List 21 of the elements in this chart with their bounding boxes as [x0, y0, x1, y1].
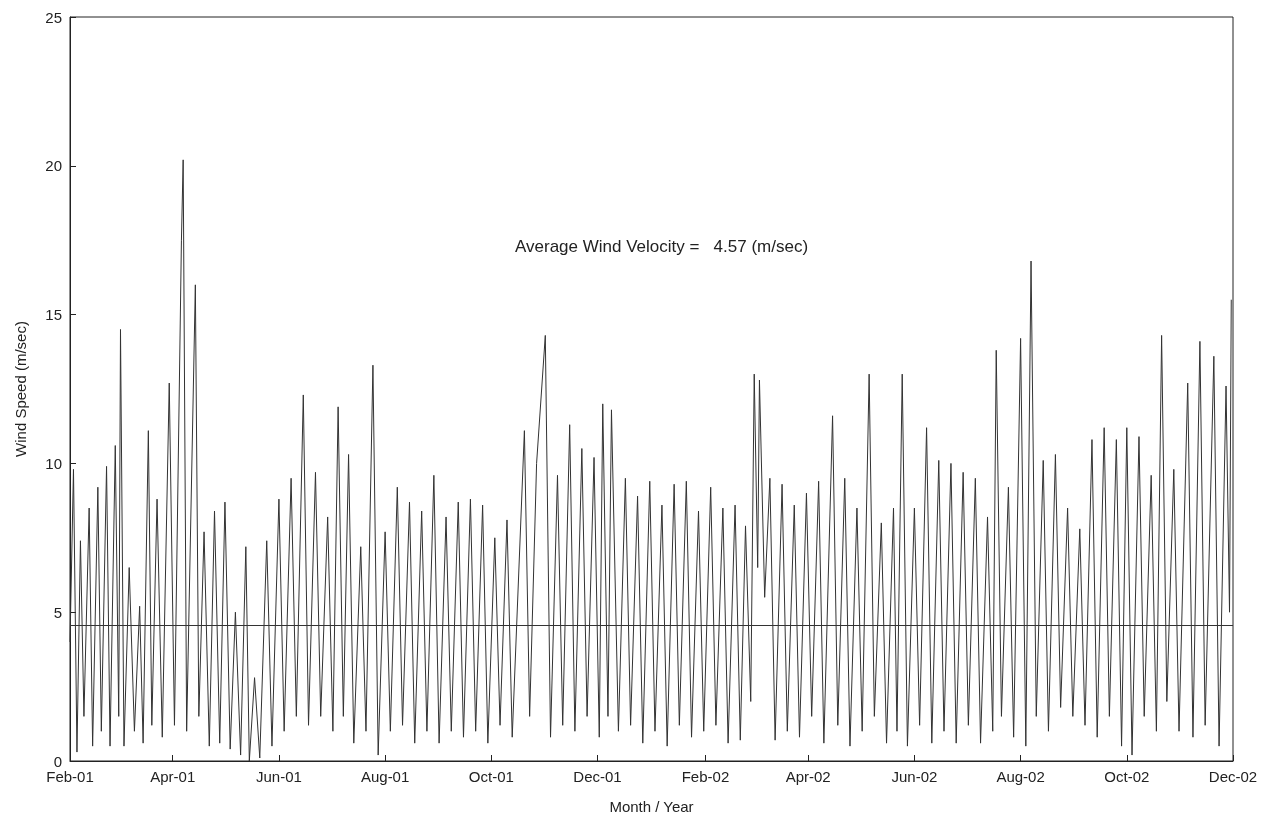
x-tick-label: Apr-01: [150, 768, 196, 785]
y-tick-label: 15: [45, 306, 62, 324]
x-tick-label: Apr-02: [785, 768, 831, 785]
x-tick-label: Feb-02: [681, 768, 730, 785]
y-tick-label: 0: [53, 752, 62, 770]
x-tick-label: Dec-01: [573, 768, 622, 785]
y-axis-title: Wind Speed (m/sec): [12, 321, 29, 457]
x-tick-label: Jun-01: [255, 768, 302, 785]
y-tick-label: 5: [53, 603, 62, 621]
annotation: Average Wind Velocity = 4.57 (m/sec): [515, 237, 809, 256]
y-tick-label: 20: [45, 157, 62, 175]
x-tick-label: Aug-01: [360, 768, 410, 785]
x-tick-label: Aug-02: [996, 768, 1045, 785]
x-axis-title: Month / Year: [609, 798, 694, 815]
x-tick-label: Oct-01: [468, 768, 514, 785]
y-tick-label: 25: [45, 8, 62, 26]
x-tick-label: Dec-02: [1208, 768, 1258, 785]
y-tick-label: 10: [45, 454, 62, 472]
x-tick-label: Feb-01: [46, 768, 94, 785]
x-tick-label: Jun-02: [891, 768, 938, 785]
x-tick-label: Oct-02: [1104, 768, 1150, 785]
